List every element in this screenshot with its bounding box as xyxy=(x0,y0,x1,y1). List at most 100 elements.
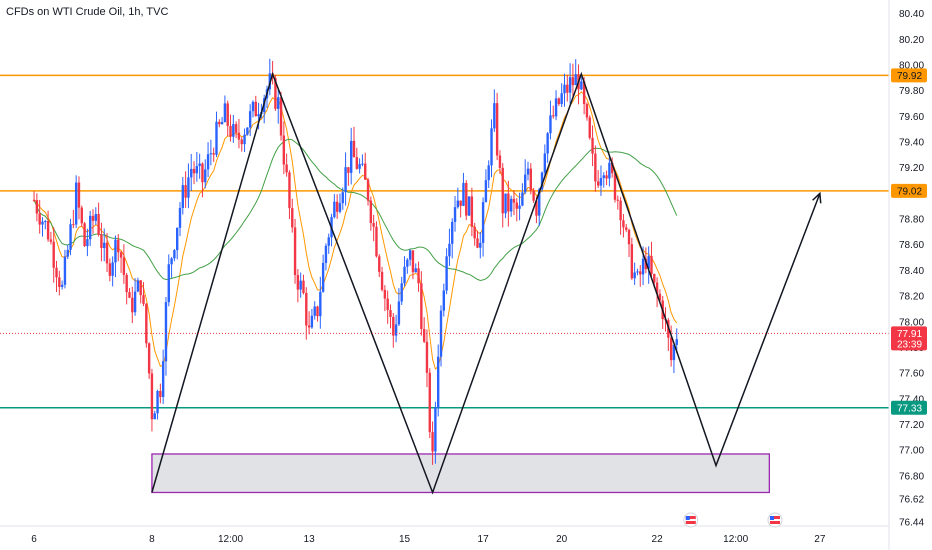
candle-body xyxy=(420,283,423,329)
candle-body xyxy=(58,277,61,287)
time-axis: 6 8 12:00 13 15 17 20 22 12:00 27 xyxy=(0,525,889,545)
candle-body xyxy=(206,154,210,170)
candle-body xyxy=(204,169,207,183)
candle-body xyxy=(588,117,591,138)
candle-body xyxy=(639,271,642,275)
candle-body xyxy=(240,139,243,145)
candle-body xyxy=(462,182,465,206)
price-tick-label: 78.40 xyxy=(899,266,924,277)
candle-body xyxy=(540,172,544,190)
candle-body xyxy=(448,243,451,257)
candle-body xyxy=(655,282,659,294)
candle-body xyxy=(473,226,476,239)
candle-body xyxy=(234,124,238,133)
candle-body xyxy=(467,196,471,216)
candle-body xyxy=(201,163,204,183)
candle-body xyxy=(223,103,227,123)
price-tick-label: 76.62 xyxy=(899,494,924,505)
candle-body xyxy=(554,98,558,117)
candle-body xyxy=(108,263,112,276)
candle-body xyxy=(175,227,179,251)
candle-body xyxy=(422,328,426,342)
time-tick-label: 6 xyxy=(31,534,37,545)
candle-body xyxy=(669,337,673,361)
candle-body xyxy=(557,98,561,105)
candle-body xyxy=(484,180,488,203)
candle-body xyxy=(675,339,678,345)
candle-body xyxy=(627,229,631,245)
candle-body xyxy=(291,208,294,228)
zigzag-path[interactable] xyxy=(151,71,821,495)
time-tick-label: 8 xyxy=(149,534,155,545)
candle-body xyxy=(69,224,72,250)
candle-body xyxy=(293,227,297,276)
zone-rect[interactable] xyxy=(151,453,771,494)
candle-body xyxy=(299,280,302,290)
time-tick-label: 27 xyxy=(814,534,826,545)
candle-body xyxy=(338,203,342,212)
candle-body xyxy=(591,137,594,154)
candle-body xyxy=(633,272,636,279)
last-price-tag xyxy=(891,326,927,351)
candle-body xyxy=(501,167,504,214)
candle-body xyxy=(580,81,583,90)
flag-stripe-white xyxy=(685,519,696,521)
level-tag xyxy=(891,183,927,198)
candle-body xyxy=(490,128,493,166)
candle-body xyxy=(305,292,308,326)
candle-body xyxy=(97,214,100,235)
candle-body xyxy=(150,373,154,420)
candle-body xyxy=(504,193,507,214)
level-tag-label: 79.92 xyxy=(897,71,922,82)
candle-body xyxy=(552,115,555,117)
candle-body xyxy=(161,361,165,397)
candle-body xyxy=(470,196,474,227)
candle-body xyxy=(243,134,246,145)
candle-body xyxy=(406,259,409,267)
candle-body xyxy=(257,114,260,117)
candle-body xyxy=(41,221,44,225)
price-axis: 80.4080.2080.0079.8079.6079.4079.2079.00… xyxy=(888,0,924,550)
price-tick-label: 78.20 xyxy=(899,292,924,303)
candle-body xyxy=(566,84,569,93)
candle-body xyxy=(608,162,611,179)
candle-body xyxy=(285,164,288,173)
candle-body xyxy=(279,97,283,136)
price-tick-label: 80.00 xyxy=(899,61,924,72)
candle-body xyxy=(128,292,131,298)
candle-body xyxy=(625,227,628,230)
candle-body xyxy=(369,200,373,224)
candle-body xyxy=(641,258,645,275)
last-price-label: 77.91 xyxy=(897,329,922,340)
candle-body xyxy=(49,239,53,242)
candle-body xyxy=(156,390,159,414)
candle-body xyxy=(277,97,280,109)
candle-body xyxy=(316,306,319,317)
candle-body xyxy=(392,316,395,336)
candle-body xyxy=(288,172,291,209)
candle-body xyxy=(523,174,527,193)
level-tag xyxy=(891,400,927,415)
candle-body xyxy=(616,199,620,201)
price-tick-label: 78.80 xyxy=(899,215,924,226)
arrow-head xyxy=(812,191,822,204)
fast-ma-line xyxy=(33,91,678,370)
candle-body xyxy=(83,223,86,247)
candle-body xyxy=(192,168,196,174)
candle-body xyxy=(74,182,78,225)
candle-body xyxy=(498,155,502,168)
price-tick-label: 80.40 xyxy=(899,9,924,20)
candlesticks xyxy=(32,58,678,465)
candle-body xyxy=(133,291,137,313)
candle-body xyxy=(178,207,182,228)
zigzag-projection xyxy=(151,71,822,495)
demand-zone xyxy=(151,453,771,494)
candle-body xyxy=(321,262,325,292)
candle-body xyxy=(215,121,218,155)
time-tick-label: 17 xyxy=(478,534,490,545)
candle-body xyxy=(198,163,201,167)
candle-body xyxy=(526,168,530,175)
candle-body xyxy=(212,153,215,155)
candle-body xyxy=(538,189,541,216)
